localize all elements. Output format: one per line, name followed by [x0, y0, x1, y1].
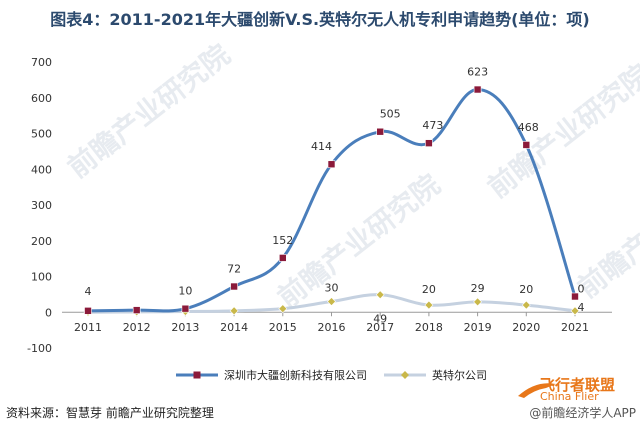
x-tick-label: 2020: [512, 321, 540, 334]
dji-series-line: [87, 88, 577, 313]
intel-data-point: [473, 297, 483, 307]
legend-dji-marker: [193, 371, 201, 379]
y-tick-label: 700: [31, 56, 52, 69]
intel-data-label: 29: [471, 282, 485, 295]
dji-data-point: [376, 127, 385, 136]
dji-data-point: [230, 282, 238, 291]
source-note: 资料来源：智慧芽 前瞻产业研究院整理: [6, 406, 214, 420]
y-tick-label: 400: [31, 163, 52, 176]
intel-data-point: [375, 290, 385, 300]
legend-intel-label: 英特尔公司: [432, 368, 487, 382]
intel-data-point: [521, 300, 531, 310]
dji-data-label: 473: [422, 119, 443, 132]
app-credit: @前瞻经济学人APP: [529, 406, 636, 420]
legend-dji-label: 深圳市大疆创新科技有限公司: [224, 368, 367, 382]
y-tick-label: -100: [27, 342, 52, 355]
intel-data-label: 20: [519, 283, 533, 296]
intel-data-point: [278, 304, 288, 314]
dji-data-label: 414: [311, 140, 332, 153]
dji-data-label: 0: [578, 283, 585, 296]
dji-data-label: 505: [380, 108, 401, 121]
y-tick-label: 300: [31, 199, 52, 212]
dji-data-point: [571, 292, 579, 301]
dji-data-label: 10: [178, 285, 192, 298]
x-tick-label: 2012: [123, 321, 151, 334]
dji-data-label: 468: [518, 121, 539, 134]
x-tick-label: 2018: [415, 321, 443, 334]
x-tick-label: 2015: [269, 321, 297, 334]
intel-data-label: 49: [373, 313, 387, 326]
y-tick-label: 500: [31, 128, 52, 141]
legend-intel-marker: [401, 371, 409, 379]
intel-data-point: [424, 300, 434, 310]
dji-data-point: [327, 160, 336, 169]
intel-data-label: 30: [325, 282, 339, 295]
x-tick-label: 2016: [318, 321, 346, 334]
x-tick-label: 2019: [464, 321, 492, 334]
dji-data-point: [425, 139, 433, 147]
y-tick-label: 600: [31, 92, 52, 105]
intel-data-point: [570, 306, 580, 316]
dji-data-label: 4: [85, 285, 92, 298]
x-tick-label: 2021: [561, 321, 589, 334]
china-flier-logo: [518, 383, 556, 398]
logo-en-text: China Flier: [540, 390, 599, 403]
dji-data-point: [181, 304, 190, 313]
intel-data-label: 20: [422, 283, 436, 296]
logo-cn-text: 飞行者联盟: [540, 376, 616, 394]
dji-data-label: 152: [272, 234, 293, 247]
intel-data-point: [327, 297, 336, 306]
x-tick-label: 2011: [74, 321, 102, 334]
x-tick-label: 2014: [220, 321, 248, 334]
dji-data-label: 623: [467, 66, 488, 79]
y-tick-label: 100: [31, 271, 52, 284]
y-tick-label: 200: [31, 235, 52, 248]
y-tick-label: 0: [45, 306, 52, 319]
chart-title: 图表4：2011-2021年大疆创新V.S.英特尔无人机专利申请趋势(单位：项): [50, 10, 590, 29]
dji-data-point: [132, 306, 141, 314]
dji-data-point: [473, 85, 482, 94]
x-tick-label: 2017: [366, 321, 394, 334]
x-tick-label: 2013: [171, 321, 199, 334]
dji-data-point: [84, 307, 92, 315]
dji-data-label: 72: [227, 263, 241, 276]
intel-data-label: 4: [578, 301, 585, 314]
intel-data-point: [229, 306, 239, 316]
dji-data-point: [278, 254, 287, 262]
dji-data-point: [522, 141, 531, 149]
